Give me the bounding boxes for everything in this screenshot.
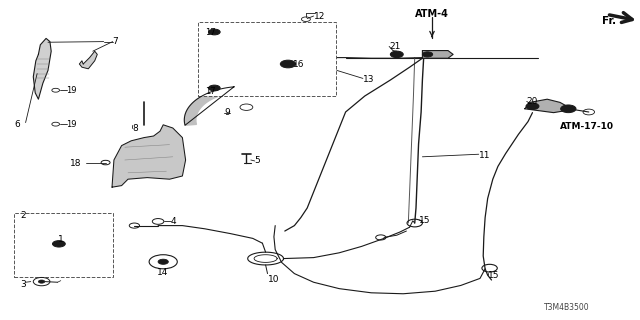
Text: 11: 11: [479, 151, 490, 160]
Polygon shape: [33, 38, 51, 99]
Text: 7: 7: [113, 37, 118, 46]
Text: 21: 21: [389, 42, 401, 51]
Text: 9: 9: [224, 108, 230, 117]
Text: 2: 2: [20, 212, 26, 220]
Polygon shape: [525, 99, 573, 113]
Text: 19: 19: [67, 120, 77, 129]
Circle shape: [52, 241, 65, 247]
Bar: [198, 22, 336, 96]
Text: ATM-17-10: ATM-17-10: [560, 122, 614, 131]
Text: 17: 17: [205, 87, 216, 96]
Circle shape: [561, 105, 576, 113]
Polygon shape: [79, 51, 97, 69]
Text: 17: 17: [205, 28, 216, 36]
Text: ATM-4: ATM-4: [415, 9, 449, 20]
Text: 8: 8: [132, 124, 138, 133]
Circle shape: [526, 103, 539, 109]
Bar: [14, 213, 113, 277]
Text: 5: 5: [255, 156, 260, 165]
Text: 18: 18: [70, 159, 82, 168]
Text: 14: 14: [157, 268, 169, 277]
Text: Fr.: Fr.: [602, 16, 616, 26]
Circle shape: [280, 60, 296, 68]
Circle shape: [209, 85, 220, 91]
Text: 19: 19: [67, 86, 77, 95]
Polygon shape: [206, 34, 326, 90]
Text: 1: 1: [58, 235, 63, 244]
Text: 15: 15: [488, 271, 499, 280]
Text: 4: 4: [171, 217, 177, 226]
Polygon shape: [206, 32, 326, 43]
Polygon shape: [112, 125, 186, 187]
Text: 10: 10: [268, 275, 279, 284]
Polygon shape: [422, 51, 453, 58]
Circle shape: [390, 51, 403, 58]
Circle shape: [422, 52, 433, 57]
Text: T3M4B3500: T3M4B3500: [544, 303, 589, 312]
Text: 16: 16: [292, 60, 304, 68]
Text: 20: 20: [527, 97, 538, 106]
Text: 13: 13: [363, 75, 374, 84]
Text: 15: 15: [419, 216, 431, 225]
Text: 12: 12: [314, 12, 325, 20]
Text: 3: 3: [20, 280, 26, 289]
Text: 6: 6: [14, 120, 20, 129]
Polygon shape: [184, 87, 236, 125]
Circle shape: [209, 29, 220, 35]
Circle shape: [158, 259, 168, 264]
Circle shape: [38, 280, 45, 283]
